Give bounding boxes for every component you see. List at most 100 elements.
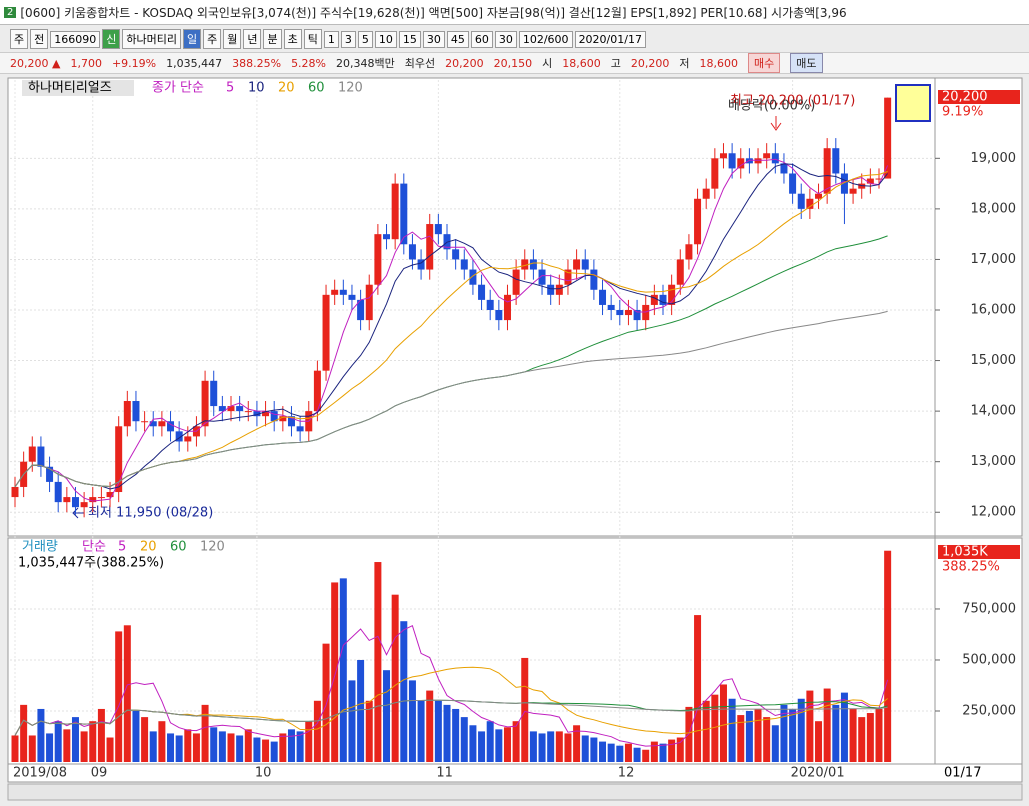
- volume-bar: [633, 747, 641, 762]
- volume-bar: [728, 698, 736, 762]
- volume-bar: [71, 717, 79, 762]
- quote-field: 20,150: [493, 56, 533, 70]
- candle-body: [313, 370, 321, 412]
- volume-label: 거래량: [22, 540, 58, 555]
- volume-bar: [624, 743, 632, 762]
- candle-body: [780, 163, 788, 174]
- candle-body: [132, 401, 140, 422]
- toolbar-button[interactable]: 5: [357, 30, 373, 48]
- toolbar-button[interactable]: 1: [323, 30, 339, 48]
- candle-body: [832, 148, 840, 174]
- candle-body: [37, 446, 45, 467]
- volume-bar: [28, 735, 36, 762]
- toolbar-button[interactable]: 틱: [303, 29, 322, 49]
- candle-body: [875, 178, 883, 180]
- moving-average: [14, 625, 889, 747]
- toolbar-button[interactable]: 전: [30, 29, 49, 49]
- candle-body: [443, 234, 451, 250]
- toolbar-button[interactable]: 10: [374, 30, 397, 48]
- toolbar-button[interactable]: 15: [398, 30, 421, 48]
- volume-bar: [832, 704, 840, 762]
- volume-bar: [426, 690, 434, 762]
- toolbar-button[interactable]: 주: [10, 29, 29, 49]
- volume-bar: [141, 717, 149, 762]
- y-tick-label: 17,000: [971, 252, 1017, 267]
- candle-body: [478, 284, 486, 300]
- quote-field: 저: [679, 57, 690, 70]
- toolbar-button[interactable]: 60: [470, 30, 493, 48]
- candle-body: [495, 310, 503, 321]
- x-tick-label: 2019/08: [13, 766, 67, 781]
- icon: 2: [4, 6, 17, 18]
- candle-body: [763, 153, 771, 159]
- scrollbar[interactable]: [7, 783, 1023, 801]
- volume-bar: [331, 582, 339, 762]
- candle-body: [529, 259, 537, 270]
- volume-bar: [702, 700, 710, 762]
- candle-body: [400, 183, 408, 245]
- toolbar-button[interactable]: 30: [422, 30, 445, 48]
- candle-body: [512, 269, 520, 295]
- volume-bar: [581, 735, 589, 762]
- volume-bar: [339, 578, 347, 762]
- low-arrow: [72, 507, 84, 519]
- candle-body: [305, 411, 313, 432]
- toolbar-button[interactable]: 30: [494, 30, 517, 48]
- legend-period: 20: [278, 81, 295, 96]
- toolbar-button[interactable]: 일: [182, 29, 202, 49]
- toolbar-button[interactable]: 신: [102, 29, 121, 49]
- volume-bar: [149, 731, 157, 762]
- toolbar-button[interactable]: 166090: [50, 30, 101, 48]
- candle-body: [624, 310, 632, 316]
- volume-bar: [495, 729, 503, 762]
- legend-period: 10: [248, 81, 265, 96]
- volume-bar: [564, 733, 572, 762]
- volume-bar: [417, 700, 425, 762]
- candle-body: [106, 492, 114, 498]
- volume-bar: [132, 710, 140, 762]
- quote-field: 20,348백만: [336, 57, 395, 70]
- price-panel: [7, 77, 1023, 537]
- volume-bar: [305, 721, 313, 762]
- y-tick-label: 12,000: [971, 505, 1017, 520]
- candle-body: [218, 406, 226, 412]
- quote-field: 시: [542, 57, 553, 70]
- toolbar-button[interactable]: 하나머티리: [122, 29, 181, 49]
- volume-bar: [218, 731, 226, 762]
- candle-body: [227, 406, 235, 412]
- candle-body: [538, 269, 546, 285]
- candle-body: [383, 234, 391, 240]
- toolbar-button[interactable]: 년: [243, 29, 262, 49]
- candle-body: [745, 158, 753, 164]
- toolbar-button[interactable]: 분: [263, 29, 282, 49]
- volume-bar: [555, 731, 563, 762]
- toolbar-button[interactable]: 102/600: [518, 30, 573, 48]
- moving-average: [14, 310, 888, 488]
- candle-body: [616, 310, 624, 316]
- toolbar-button[interactable]: 3: [340, 30, 356, 48]
- quote-field: 20,200 ▲: [10, 56, 61, 70]
- volume-bar: [115, 631, 123, 762]
- candle-body: [771, 153, 779, 164]
- toolbar-button[interactable]: 주: [203, 29, 222, 49]
- toolbar-button[interactable]: 초: [283, 29, 302, 49]
- volume-bar: [849, 708, 857, 762]
- candle-body: [210, 380, 218, 407]
- toolbar-button[interactable]: 2020/01/17: [574, 30, 646, 48]
- volume-bar: [460, 717, 468, 762]
- candle-body: [642, 304, 650, 321]
- toolbar-button[interactable]: 월: [223, 29, 242, 49]
- candle-body: [253, 411, 261, 417]
- quote-field: 18,600: [562, 56, 601, 70]
- volume-bar: [443, 704, 451, 762]
- candle-body: [452, 249, 460, 260]
- y-tick-label: 15,000: [971, 353, 1017, 368]
- candle-body: [599, 289, 607, 305]
- quote-field[interactable]: 매도: [790, 53, 823, 73]
- volume-bar: [650, 741, 658, 762]
- volume-bar: [642, 749, 650, 762]
- quote-field[interactable]: 매수: [748, 53, 781, 73]
- y-tick-label: 18,000: [971, 201, 1017, 216]
- legend-period: 60: [170, 540, 187, 555]
- toolbar-button[interactable]: 45: [446, 30, 469, 48]
